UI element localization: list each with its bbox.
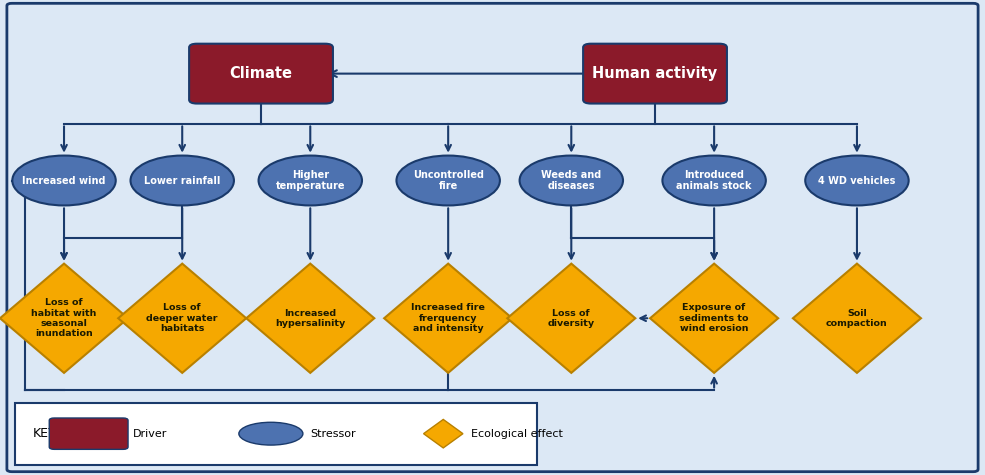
Polygon shape (507, 264, 635, 373)
Polygon shape (0, 264, 128, 373)
Text: KEY: KEY (33, 427, 56, 440)
Text: Increased fire
frerquency
and intensity: Increased fire frerquency and intensity (412, 304, 486, 333)
Polygon shape (384, 264, 512, 373)
Ellipse shape (397, 156, 500, 205)
Polygon shape (793, 264, 921, 373)
Ellipse shape (13, 156, 116, 205)
Ellipse shape (130, 156, 234, 205)
Text: Human activity: Human activity (592, 66, 718, 81)
Text: Uncontrolled
fire: Uncontrolled fire (413, 170, 484, 191)
Ellipse shape (239, 422, 303, 445)
Text: Increased
hypersalinity: Increased hypersalinity (275, 309, 346, 328)
Polygon shape (246, 264, 374, 373)
Text: Increased wind: Increased wind (23, 175, 105, 186)
Text: Loss of
habitat with
seasonal
inundation: Loss of habitat with seasonal inundation (32, 298, 97, 338)
Text: Ecological effect: Ecological effect (471, 428, 562, 439)
Text: Introduced
animals stock: Introduced animals stock (677, 170, 752, 191)
Polygon shape (118, 264, 246, 373)
Text: Driver: Driver (133, 428, 167, 439)
Text: Stressor: Stressor (310, 428, 356, 439)
Text: Exposure of
sediments to
wind erosion: Exposure of sediments to wind erosion (680, 304, 749, 333)
Text: Lower rainfall: Lower rainfall (144, 175, 221, 186)
FancyBboxPatch shape (7, 3, 978, 472)
FancyBboxPatch shape (15, 403, 537, 465)
Ellipse shape (806, 156, 909, 205)
Polygon shape (650, 264, 778, 373)
Ellipse shape (520, 156, 623, 205)
FancyBboxPatch shape (189, 44, 333, 104)
Text: Climate: Climate (230, 66, 293, 81)
Ellipse shape (258, 156, 362, 205)
FancyBboxPatch shape (49, 418, 128, 449)
Ellipse shape (663, 156, 766, 205)
Text: Soil
compaction: Soil compaction (826, 309, 887, 328)
Text: Loss of
deeper water
habitats: Loss of deeper water habitats (147, 304, 218, 333)
Polygon shape (424, 419, 463, 448)
FancyBboxPatch shape (583, 44, 727, 104)
Text: Loss of
diversity: Loss of diversity (548, 309, 595, 328)
Text: Weeds and
diseases: Weeds and diseases (541, 170, 602, 191)
Text: 4 WD vehicles: 4 WD vehicles (819, 175, 895, 186)
Text: Higher
temperature: Higher temperature (276, 170, 345, 191)
